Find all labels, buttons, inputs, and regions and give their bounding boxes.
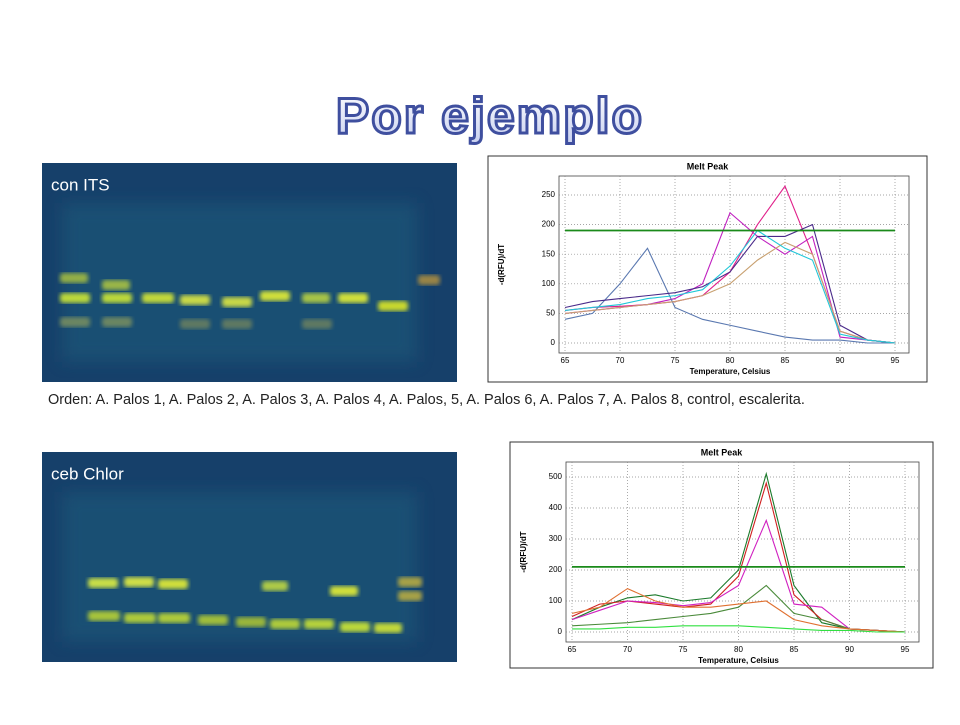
melt-curve	[564, 229, 896, 344]
y-tick-label: 150	[542, 249, 556, 258]
chart: Melt Peak 0 50 100 150 200 250 65 70 75 80 85 90 95 Te…	[487, 155, 928, 383]
x-tick-label: 85	[790, 645, 799, 654]
chart-frame	[487, 155, 928, 383]
gel-band	[374, 623, 402, 633]
gel-band	[270, 619, 300, 629]
gel-band	[302, 319, 332, 329]
chart-title: Melt Peak	[687, 161, 730, 171]
gel-band	[398, 577, 422, 587]
gel-band	[222, 319, 252, 329]
melt-curve	[564, 247, 895, 344]
x-tick-label: 80	[734, 645, 743, 654]
gel-band	[158, 579, 188, 589]
y-tick-label: 500	[549, 472, 563, 481]
gel-band	[102, 280, 130, 290]
x-axis-label: Temperature, Celsius	[690, 367, 771, 376]
gel-band	[124, 577, 154, 587]
x-tick-label: 65	[561, 356, 570, 365]
y-tick-label: 0	[558, 627, 563, 636]
gel-band	[340, 622, 370, 632]
gel-band	[124, 613, 156, 623]
gel-band	[102, 293, 132, 303]
slide-title: Por ejemplo	[336, 88, 644, 144]
melt-curve	[571, 587, 906, 633]
y-tick-label: 50	[546, 309, 555, 318]
y-tick-label: 200	[549, 565, 563, 574]
y-axis-label: -d(RFU)/dT	[497, 244, 506, 285]
gel-band	[302, 293, 330, 303]
y-tick-label: 250	[542, 190, 556, 199]
caption: Orden: A. Palos 1, A. Palos 2, A. Palos …	[48, 392, 805, 408]
gel-band	[158, 613, 190, 623]
x-axis-label: Temperature, Celsius	[698, 656, 779, 665]
x-tick-label: 65	[568, 645, 577, 654]
melt-curve	[564, 241, 896, 344]
y-axis-label: -d(RFU)/dT	[519, 531, 528, 572]
gel-label: ceb Chlor	[51, 464, 124, 483]
chart: Melt Peak 0 100 200 300 400 500 65 70 75 80 85 90 95 T…	[509, 441, 934, 669]
gel-band	[398, 591, 422, 601]
gel-band	[60, 293, 90, 303]
gel-label: con ITS	[51, 175, 110, 194]
x-tick-label: 75	[671, 356, 680, 365]
gel-band	[260, 291, 290, 301]
x-tick-label: 90	[836, 356, 845, 365]
y-tick-label: 100	[542, 279, 556, 288]
x-tick-label: 95	[901, 645, 910, 654]
x-tick-label: 70	[623, 645, 632, 654]
gel-band	[304, 619, 334, 629]
y-tick-label: 0	[551, 338, 556, 347]
gel-band	[102, 317, 132, 327]
gel-band	[330, 586, 358, 596]
gel-band	[180, 319, 210, 329]
y-tick-label: 300	[549, 534, 563, 543]
gel-band	[378, 301, 408, 311]
gel-band	[88, 611, 120, 621]
gel-band	[198, 615, 228, 625]
gel-band	[60, 273, 88, 283]
gel-band	[262, 581, 288, 591]
gel-band	[418, 275, 440, 285]
melt-curve	[564, 223, 896, 344]
plot-area	[565, 461, 920, 643]
gel-band	[142, 293, 174, 303]
chart-frame	[509, 441, 934, 669]
gel-band	[88, 578, 118, 588]
x-tick-label: 75	[679, 645, 688, 654]
x-tick-label: 95	[891, 356, 900, 365]
gel-band	[180, 295, 210, 305]
melt-curve	[572, 625, 905, 633]
gel-band	[60, 317, 90, 327]
y-tick-label: 200	[542, 220, 556, 229]
chart-title: Melt Peak	[701, 447, 744, 457]
melt-charts: Melt Peak 0 50 100 150 200 250 65 70 75 80 85 90 95 Te…	[487, 155, 934, 669]
x-tick-label: 90	[845, 645, 854, 654]
y-tick-label: 400	[549, 503, 563, 512]
gel-band	[338, 293, 368, 303]
gel-band	[222, 297, 252, 307]
plot-area	[558, 175, 910, 354]
x-tick-label: 80	[726, 356, 735, 365]
x-tick-label: 70	[616, 356, 625, 365]
x-tick-label: 85	[781, 356, 790, 365]
gel-images: con ITS ceb Chlor	[42, 163, 457, 662]
y-tick-label: 100	[549, 596, 563, 605]
gel-band	[236, 617, 266, 627]
